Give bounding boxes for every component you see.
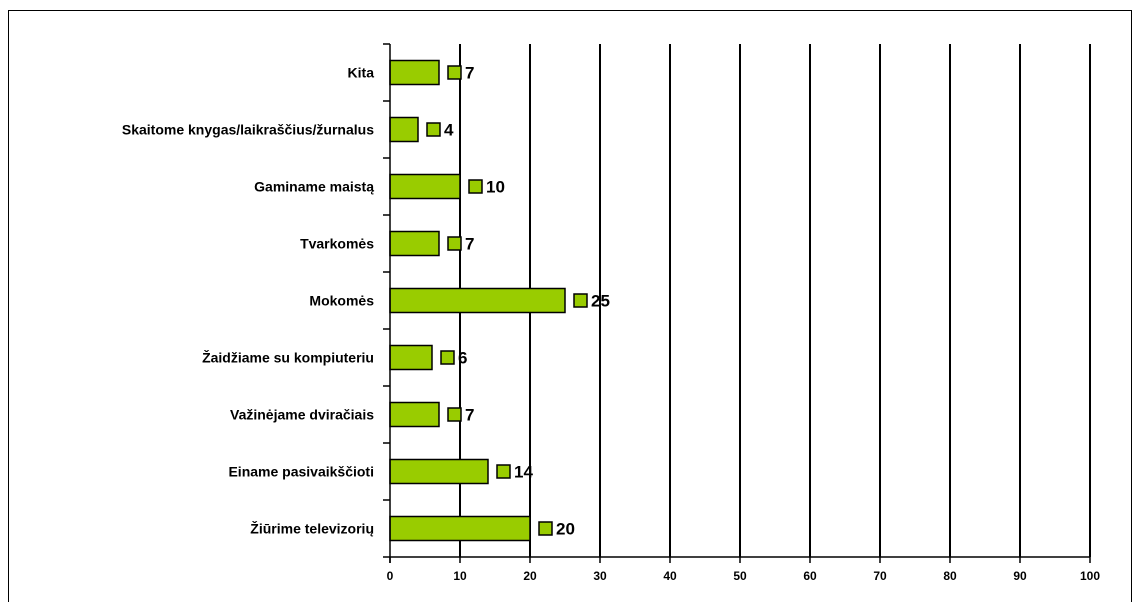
bar-2 <box>389 173 461 200</box>
bar-marker-2 <box>468 179 483 194</box>
gridlines <box>459 44 1091 557</box>
bar-marker-0 <box>447 65 462 80</box>
category-label-8: Žiūrime televizorių <box>250 520 374 537</box>
data-label-6: 7 <box>465 406 474 425</box>
category-label-5: Žaidžiame su kompiuteriu <box>202 349 374 366</box>
bar-marker-1 <box>426 122 441 137</box>
bar-1 <box>389 116 419 143</box>
x-tick-label-100: 100 <box>1080 569 1100 583</box>
bar-0 <box>389 59 440 86</box>
x-tick-label-30: 30 <box>593 569 607 583</box>
category-label-3: Tvarkomės <box>300 236 374 252</box>
bar-marker-6 <box>447 407 462 422</box>
category-label-4: Mokomės <box>309 293 374 309</box>
bar-marker-3 <box>447 236 462 251</box>
data-label-3: 7 <box>465 235 474 254</box>
category-label-1: Skaitome knygas/laikraščius/žurnalus <box>122 122 374 138</box>
data-label-4: 25 <box>591 292 610 311</box>
bar-7 <box>389 458 489 485</box>
category-label-0: Kita <box>348 65 375 81</box>
x-tick-label-40: 40 <box>663 569 677 583</box>
bar-marker-7 <box>496 464 511 479</box>
bar-marker-4 <box>573 293 588 308</box>
x-tick-label-70: 70 <box>873 569 887 583</box>
data-label-7: 14 <box>514 463 533 482</box>
chart-frame: 7 Kita 4 Skaitome knygas/laikraščius/žurnal… <box>8 10 1132 602</box>
bars <box>389 59 588 542</box>
bar-3 <box>389 230 440 257</box>
data-label-5: 6 <box>458 349 467 368</box>
bar-4 <box>389 287 566 314</box>
category-label-7: Einame pasivaikščioti <box>228 464 374 480</box>
bar-5 <box>389 344 433 371</box>
bar-8 <box>389 515 531 542</box>
x-tick-label-80: 80 <box>943 569 957 583</box>
data-label-2: 10 <box>486 178 505 197</box>
bar-chart: 7 Kita 4 Skaitome knygas/laikraščius/žurnal… <box>122 43 1100 584</box>
x-tick-label-60: 60 <box>803 569 817 583</box>
category-label-2: Gaminame maistą <box>254 179 374 195</box>
labels: 7 Kita 4 Skaitome knygas/laikraščius/žurnal… <box>122 64 1100 584</box>
bar-marker-8 <box>538 521 553 536</box>
x-tick-label-90: 90 <box>1013 569 1027 583</box>
x-tick-label-50: 50 <box>733 569 747 583</box>
axes <box>383 43 1091 563</box>
x-tick-label-10: 10 <box>453 569 467 583</box>
category-label-6: Važinėjame dviračiais <box>230 407 374 423</box>
bar-6 <box>389 401 440 428</box>
x-tick-label-20: 20 <box>523 569 537 583</box>
data-label-1: 4 <box>444 121 454 140</box>
data-label-0: 7 <box>465 64 474 83</box>
data-label-8: 20 <box>556 520 575 539</box>
bar-marker-5 <box>440 350 455 365</box>
x-tick-label-0: 0 <box>387 569 394 583</box>
